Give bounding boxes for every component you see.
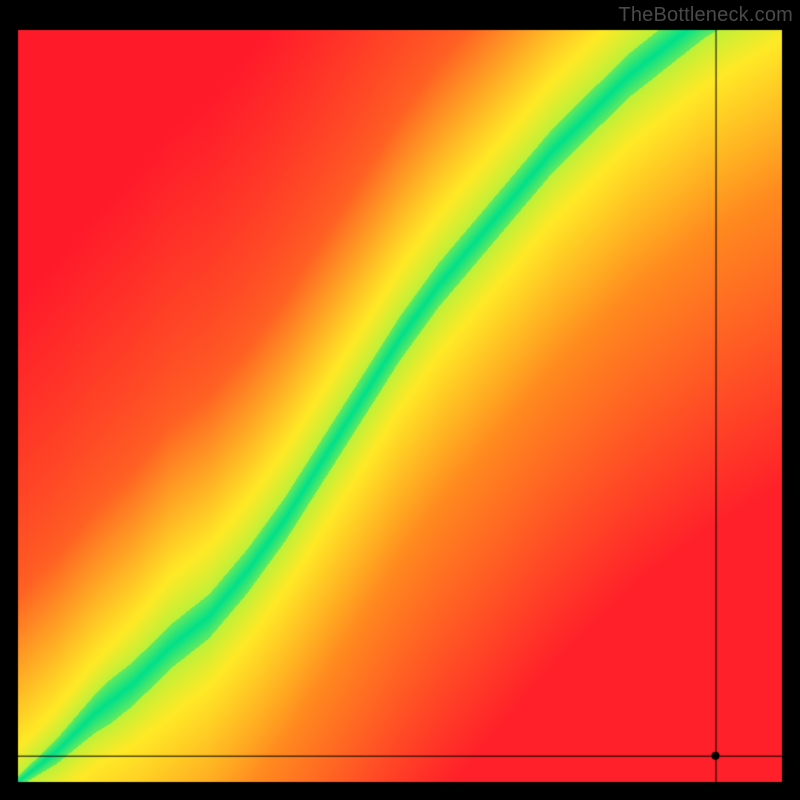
watermark-text: TheBottleneck.com (618, 4, 793, 27)
bottleneck-heatmap-container: TheBottleneck.com (0, 0, 800, 800)
bottleneck-heatmap (0, 0, 800, 800)
